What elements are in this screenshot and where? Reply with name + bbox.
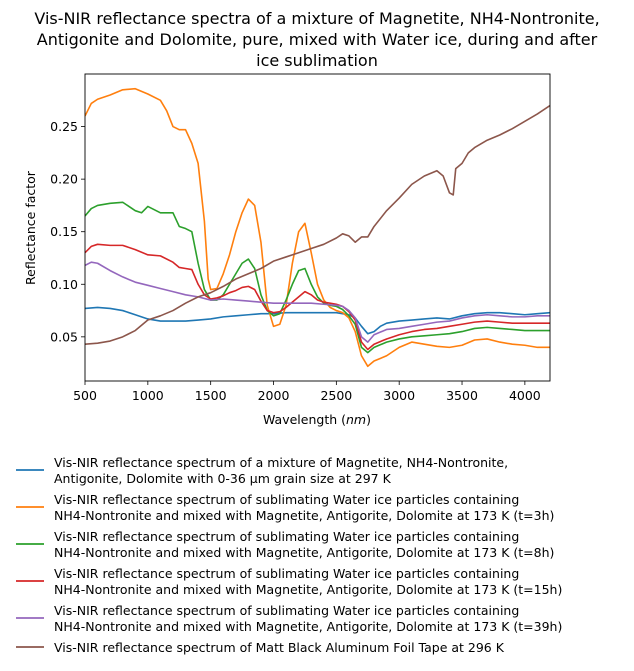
legend-label: NH4-Nontronite and mixed with Magnetite,… <box>54 619 562 634</box>
x-tick-label: 1500 <box>195 388 227 403</box>
legend: Vis-NIR reflectance spectrum of a mixtur… <box>16 455 562 655</box>
x-axis: 500 1000 1500 2000 2500 3000 3500 4000 <box>73 381 541 403</box>
chart-title-line: Antigonite and Dolomite, pure, mixed wit… <box>37 30 598 49</box>
legend-label: Vis-NIR reflectance spectrum of Matt Bla… <box>54 640 505 655</box>
chart-title-line: Vis-NIR reflectance spectra of a mixture… <box>34 9 599 28</box>
x-tick-label: 2500 <box>320 388 352 403</box>
x-tick-label: 3500 <box>446 388 478 403</box>
y-tick-label: 0.15 <box>50 224 78 239</box>
series-line-6 <box>85 104 550 345</box>
chart-title: Vis-NIR reflectance spectra of a mixture… <box>34 9 599 70</box>
legend-label: Vis-NIR reflectance spectrum of a mixtur… <box>54 455 508 470</box>
legend-label: NH4-Nontronite and mixed with Magnetite,… <box>54 545 554 560</box>
x-axis-label-unit: nm <box>346 412 366 427</box>
x-axis-label-prefix: Wavelength ( <box>263 412 346 427</box>
legend-label: Antigonite, Dolomite with 0-36 µm grain … <box>54 471 392 486</box>
y-tick-label: 0.05 <box>50 329 78 344</box>
legend-label: NH4-Nontronite and mixed with Magnetite,… <box>54 508 554 523</box>
series-line-1 <box>85 306 550 335</box>
series-line-4 <box>85 243 550 351</box>
y-axis: 0.05 0.10 0.15 0.20 0.25 <box>50 119 85 344</box>
legend-label: Vis-NIR reflectance spectrum of sublimat… <box>54 492 519 507</box>
x-tick-label: 3000 <box>383 388 415 403</box>
x-axis-label: Wavelength (nm) <box>263 412 371 427</box>
legend-label: Vis-NIR reflectance spectrum of sublimat… <box>54 529 519 544</box>
series-line-3 <box>85 201 550 354</box>
legend-label: Vis-NIR reflectance spectrum of sublimat… <box>54 566 519 581</box>
plot-frame <box>84 73 551 382</box>
legend-label: Vis-NIR reflectance spectrum of sublimat… <box>54 603 519 618</box>
x-tick-label: 1000 <box>132 388 164 403</box>
series-line-5 <box>85 261 550 343</box>
x-tick-label: 4000 <box>509 388 541 403</box>
y-tick-label: 0.10 <box>50 277 78 292</box>
y-tick-label: 0.25 <box>50 119 78 134</box>
y-axis-label: Reflectance factor <box>23 170 38 285</box>
chart-title-line: ice sublimation <box>256 51 378 70</box>
series-line-2 <box>85 87 550 368</box>
series-layer <box>85 87 550 368</box>
x-axis-label-suffix: ) <box>366 412 371 427</box>
x-tick-label: 500 <box>73 388 97 403</box>
legend-label: NH4-Nontronite and mixed with Magnetite,… <box>54 582 562 597</box>
x-tick-label: 2000 <box>258 388 290 403</box>
y-tick-label: 0.20 <box>50 172 78 187</box>
